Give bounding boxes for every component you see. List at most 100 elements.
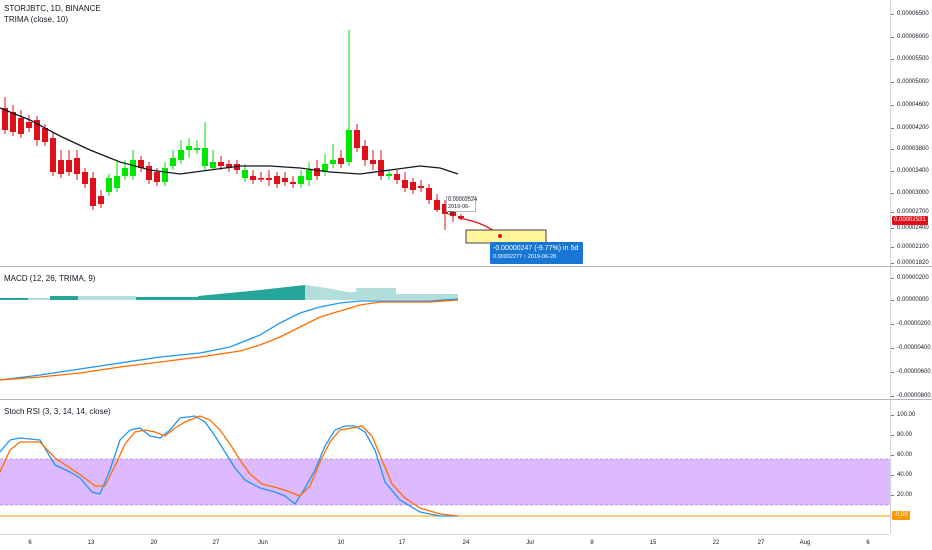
price-axis-tick-mark <box>891 14 894 15</box>
macd-label: MACD (12, 26, TRIMA, 9) <box>4 274 96 283</box>
candle <box>458 216 464 218</box>
candle <box>210 162 216 168</box>
stoch-band <box>0 459 890 505</box>
price-tip-date: 2019-06-23 <box>448 204 471 217</box>
macd-axis-tick-mark <box>891 372 894 373</box>
candle <box>130 160 136 176</box>
candle <box>202 148 208 166</box>
price-axis-tick-mark <box>891 171 894 172</box>
time-axis-label: 20 <box>150 540 158 546</box>
candle <box>90 178 96 206</box>
price-axis-tick-mark <box>891 128 894 129</box>
candle <box>282 178 288 182</box>
macd-histogram-bar <box>0 298 28 300</box>
price-axis-tick-mark <box>891 247 894 248</box>
candle <box>218 162 224 166</box>
candle <box>298 176 304 184</box>
price-axis-tick-label: 0.00002400 <box>897 225 929 231</box>
time-axis-label: 24 <box>462 540 470 546</box>
candle <box>338 158 344 164</box>
candle <box>370 160 376 164</box>
candle <box>82 172 88 184</box>
macd-axis-tick-label: -0.00000200 <box>897 321 931 327</box>
stoch-axis-tick-mark <box>891 455 894 456</box>
stoch-pane[interactable]: Stoch RSI (3, 3, 14, 14, close) <box>0 400 890 534</box>
candle <box>66 160 72 172</box>
price-axis-tick-label: 0.00003800 <box>897 146 929 152</box>
stoch-label: Stoch RSI (3, 3, 14, 14, close) <box>4 407 111 416</box>
price-axis-tick-mark <box>891 105 894 106</box>
stoch-axis-tick-label: 20.00 <box>897 492 913 498</box>
time-axis[interactable]: 6 13 20 27 Jun 10 17 24 Jul 8 15 22 27 Aug 6 <box>0 534 890 550</box>
time-axis-label: 10 <box>337 540 345 546</box>
macd-histogram-bar <box>28 298 50 300</box>
price-axis-tick-label: 0.00004600 <box>897 102 929 108</box>
candle <box>434 200 440 210</box>
price-axis-tick-label: 0.00003000 <box>897 190 929 196</box>
candle <box>362 146 368 160</box>
candle <box>290 182 296 184</box>
candle <box>98 196 104 204</box>
price-axis-tick-mark <box>891 82 894 83</box>
stoch-badge: -0.58 <box>892 511 910 520</box>
time-axis-label: 15 <box>649 540 657 546</box>
candle <box>186 146 192 150</box>
macd-histogram-bar <box>136 297 198 300</box>
forecast-label[interactable]: -0.00000247 (-9.77%) in 5d 0.00002277 ↑ … <box>490 242 583 264</box>
candle <box>26 122 32 128</box>
price-tooltip: 0.00002524 2019-06-23 <box>446 196 477 217</box>
stoch-axis-tick-label: 100.00 <box>897 412 916 418</box>
macd-histogram-bar <box>78 296 136 300</box>
candle <box>386 174 392 176</box>
candle <box>170 158 176 166</box>
time-axis-label: 17 <box>398 540 406 546</box>
candle <box>226 164 232 168</box>
time-axis-label: 6 <box>866 540 870 546</box>
candle <box>442 204 448 214</box>
pane-separator[interactable] <box>0 399 932 400</box>
candle <box>346 130 352 162</box>
candle <box>194 148 200 150</box>
pane-separator[interactable] <box>0 266 932 267</box>
macd-histogram-bar <box>50 296 78 300</box>
candle <box>426 188 432 200</box>
candle <box>354 130 360 148</box>
candle <box>34 120 40 140</box>
price-chart[interactable] <box>0 0 890 266</box>
current-price-badge: 0.00002531 <box>892 216 928 225</box>
stoch-chart[interactable] <box>0 400 890 534</box>
candle <box>138 160 144 168</box>
macd-axis-tick-mark <box>891 278 894 279</box>
candle <box>250 176 256 180</box>
price-axis-tick-label: 0.00006500 <box>897 11 929 17</box>
candle <box>178 150 184 160</box>
macd-pane[interactable]: MACD (12, 26, TRIMA, 9) <box>0 267 890 399</box>
candle <box>258 178 264 180</box>
candle <box>330 160 336 164</box>
macd-axis-tick-mark <box>891 396 894 397</box>
candle <box>122 168 128 176</box>
stoch-axis-tick-label: 60.00 <box>897 452 913 458</box>
macd-line <box>0 298 459 381</box>
stoch-axis-tick-mark <box>891 475 894 476</box>
price-axis[interactable]: 0.00006500 0.00006000 0.00005500 0.00005000… <box>890 0 932 266</box>
time-axis-label: 27 <box>757 540 765 546</box>
stoch-axis-tick-mark <box>891 435 894 436</box>
time-axis-label: 6 <box>28 540 32 546</box>
price-axis-tick-mark <box>891 59 894 60</box>
stoch-d-line <box>0 415 459 517</box>
candle <box>402 180 408 188</box>
symbol-label: STORJBTC, 1D, BINANCE <box>4 4 101 13</box>
forecast-change: -0.00000247 (-9.77%) in 5d <box>493 245 579 252</box>
macd-axis[interactable]: 0.00000200 0.00000000 -0.00000200 -0.000004… <box>890 267 932 399</box>
macd-histogram-bar <box>305 285 380 300</box>
time-axis-label: 27 <box>212 540 220 546</box>
price-axis-tick-label: 0.00003400 <box>897 168 929 174</box>
price-axis-tick-mark <box>891 228 894 229</box>
signal-line <box>0 299 459 381</box>
macd-chart[interactable] <box>0 267 890 399</box>
price-pane[interactable]: STORJBTC, 1D, BINANCE TRIMA (close, 10) … <box>0 0 890 266</box>
macd-histogram-bar <box>396 294 458 300</box>
time-axis-label: 13 <box>87 540 95 546</box>
candle <box>322 164 328 172</box>
